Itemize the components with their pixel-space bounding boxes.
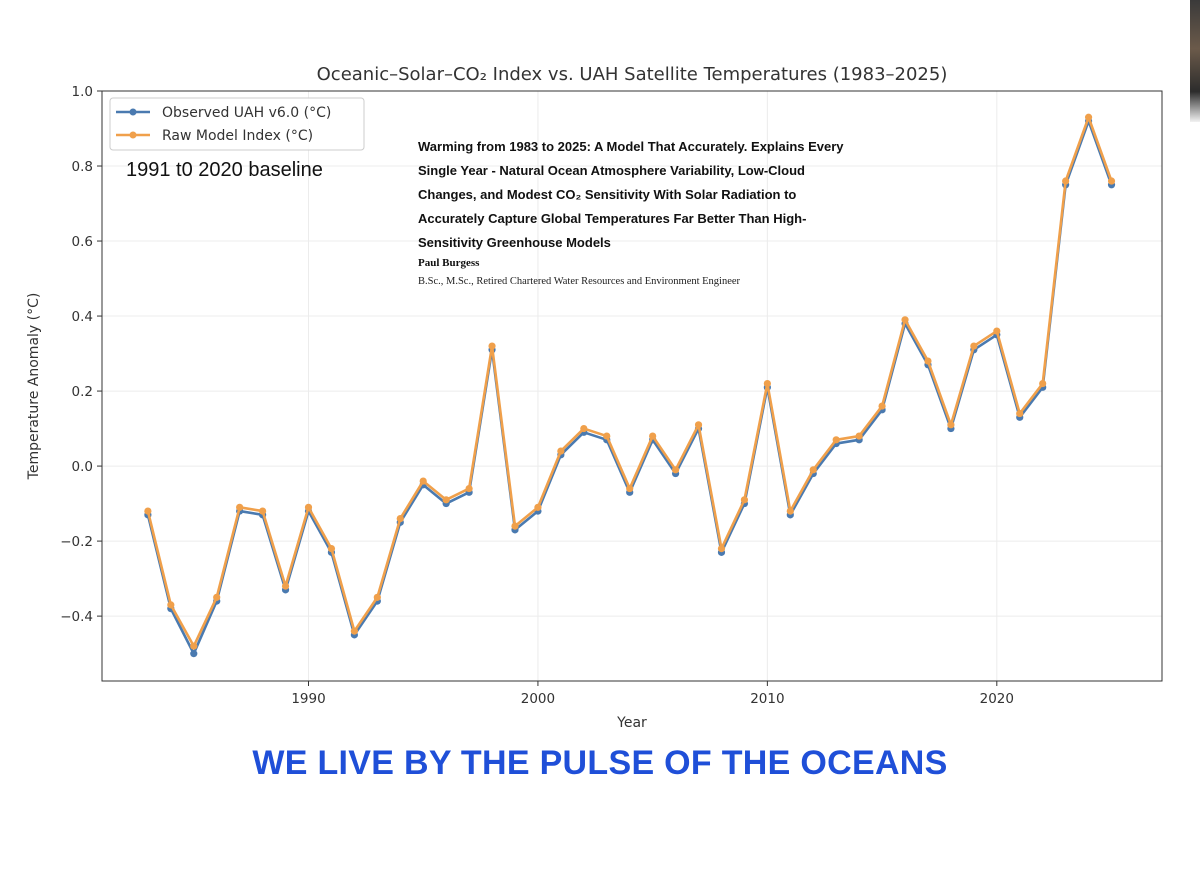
data-point-model [832,436,840,444]
data-point-model [350,627,358,635]
data-point-model [878,402,886,410]
data-point-model [855,432,863,440]
data-point-model [717,544,726,553]
data-point-model [1062,177,1070,185]
data-point-model [580,424,588,433]
data-point-model [534,503,542,511]
y-tick-label: −0.2 [60,534,93,550]
data-point-model [488,342,496,350]
data-point-model [442,496,450,504]
data-point-model [947,421,955,429]
data-point-model [901,316,909,324]
y-tick-label: 0.8 [72,159,93,175]
data-point-model [970,342,978,350]
data-point-model [259,507,267,515]
y-tick-label: 0.6 [72,234,93,250]
data-point-model [603,432,611,440]
slogan-banner: WE LIVE BY THE PULSE OF THE OCEANS [252,744,948,782]
data-point-model [213,593,221,601]
data-point-model [327,544,336,553]
paper-title-line: Single Year - Natural Ocean Atmosphere V… [418,163,805,178]
data-point-model [304,503,313,511]
legend: Observed UAH v6.0 (°C) Raw Model Index (… [109,97,365,151]
corner-video-thumbnail [1190,0,1200,122]
data-point-model [419,477,427,485]
data-point-model [511,522,519,530]
series [144,113,1116,658]
x-tick-label: 2000 [521,691,555,707]
data-point-model [373,593,381,601]
paper-title-line: Accurately Capture Global Temperatures F… [418,211,806,226]
data-point-model [924,357,932,365]
paper-title-line: Warming from 1983 to 2025: A Model That … [418,139,844,154]
data-point-model [671,466,680,474]
paper-annotation: Warming from 1983 to 2025: A Model That … [418,139,844,287]
data-point-model [1016,409,1024,418]
data-point-model [1039,379,1047,388]
x-tick-label: 2020 [980,691,1014,707]
data-point-model [763,379,771,388]
data-point-model [626,484,634,493]
paper-credentials: B.Sc., M.Sc., Retired Chartered Water Re… [418,276,741,287]
legend-box [109,97,365,151]
data-point-model [396,514,404,523]
data-point-model [465,484,473,493]
data-point-model [190,642,198,650]
paper-title-line: Sensitivity Greenhouse Models [418,235,611,250]
paper-title-line: Changes, and Modest CO₂ Sensitivity With… [418,187,796,202]
x-tick-label: 2010 [750,691,784,707]
data-point-model [236,503,244,511]
y-tick-label: 1.0 [72,84,93,100]
data-point-model [993,327,1001,335]
legend-model-marker [129,131,137,139]
data-point-model [649,432,657,440]
x-tick-label: 1990 [291,691,325,707]
legend-observed-marker [129,108,137,116]
baseline-note: 1991 t0 2020 baseline [126,159,323,181]
data-point-model [1107,177,1116,185]
y-tick-label: 0.0 [72,459,93,475]
y-axis-label: Temperature Anomaly (°C) [26,293,42,481]
data-point-model [809,466,817,474]
y-tick-label: 0.2 [72,384,93,400]
data-point-model [557,447,565,455]
plot-frame [101,90,1163,682]
y-tick-label: 0.4 [72,309,93,325]
chart-title: Oceanic–Solar–CO₂ Index vs. UAH Satellit… [317,64,948,85]
data-point-model [167,601,175,609]
legend-model-label: Raw Model Index (°C) [162,128,313,144]
data-point-model [1084,113,1093,121]
y-tick-label: −0.4 [60,609,93,625]
data-point-observed [190,650,198,658]
data-point-model [786,507,794,515]
paper-author: Paul Burgess [418,257,480,269]
data-point-model [144,507,152,515]
data-point-model [740,496,749,504]
axis-ticks: 1.0 0.8 0.6 0.4 0.2 0.0 −0.2 −0.4 1990 2000 2010 20… [60,84,1014,707]
data-point-model [281,582,290,590]
legend-observed-label: Observed UAH v6.0 (°C) [162,105,331,121]
x-axis-label: Year [616,715,647,731]
data-point-model [694,421,703,429]
